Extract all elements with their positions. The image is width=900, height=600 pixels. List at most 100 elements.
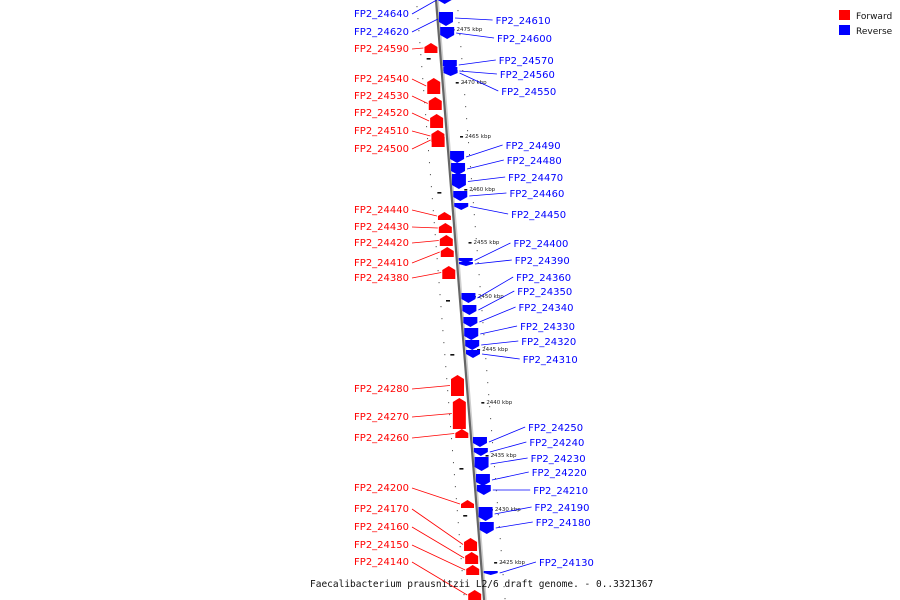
gene-forward-FP2_24430[interactable] <box>438 223 452 233</box>
gene-label-FP2_24560[interactable]: FP2_24560 <box>500 70 555 81</box>
gene-label-FP2_24170[interactable]: FP2_24170 <box>354 504 409 515</box>
gene-label-FP2_24440[interactable]: FP2_24440 <box>354 205 409 216</box>
gene-forward-FP2_24410[interactable] <box>440 247 454 257</box>
tick-dot <box>418 30 420 32</box>
gene-label-FP2_24400[interactable]: FP2_24400 <box>513 239 568 250</box>
gene-forward-FP2_24500[interactable] <box>431 133 445 147</box>
gene-label-FP2_24390[interactable]: FP2_24390 <box>515 256 570 267</box>
gene-reverse-FP2_24210[interactable] <box>476 485 491 495</box>
gene-label-FP2_24540[interactable]: FP2_24540 <box>354 74 409 85</box>
gene-label-FP2_24620[interactable]: FP2_24620 <box>354 27 409 38</box>
gene-reverse-FP2_24220[interactable] <box>475 474 490 486</box>
gene-label-FP2_24610[interactable]: FP2_24610 <box>496 16 551 27</box>
gene-forward-FP2_24590[interactable] <box>424 43 438 53</box>
gene-reverse-FP2_24340[interactable] <box>463 317 478 327</box>
tick-dot <box>432 210 434 212</box>
gene-label-FP2_24470[interactable]: FP2_24470 <box>508 173 563 184</box>
gene-reverse-FP2_24350[interactable] <box>462 305 477 315</box>
gene-label-FP2_24340[interactable]: FP2_24340 <box>519 303 574 314</box>
gene-label-FP2_24150[interactable]: FP2_24150 <box>354 540 409 551</box>
tick-dot <box>469 166 471 168</box>
gene-reverse-FP2_24600[interactable] <box>440 27 455 39</box>
gene-label-FP2_24490[interactable]: FP2_24490 <box>506 141 561 152</box>
gene-label-FP2_24240[interactable]: FP2_24240 <box>529 438 584 449</box>
gene-forward-FP2_24380[interactable] <box>442 266 456 279</box>
gene-reverse-FP2_24390[interactable] <box>458 262 473 266</box>
gene-forward-FP2_24280[interactable] <box>451 375 464 396</box>
gene-reverse-FP2_24240[interactable] <box>473 448 488 456</box>
gene-label-FP2_24600[interactable]: FP2_24600 <box>497 34 552 45</box>
gene-forward-FP2_24140[interactable] <box>468 590 482 600</box>
gene-label-FP2_24320[interactable]: FP2_24320 <box>521 337 576 348</box>
gene-reverse-FP2_24310[interactable] <box>466 350 480 358</box>
gene-reverse-FP2_24610[interactable] <box>439 13 454 23</box>
gene-label-FP2_24460[interactable]: FP2_24460 <box>509 189 564 200</box>
gene-label-FP2_24190[interactable]: FP2_24190 <box>535 503 590 514</box>
gene-label-FP2_24640[interactable]: FP2_24640 <box>354 9 409 20</box>
gene-label-FP2_24200[interactable]: FP2_24200 <box>354 483 409 494</box>
gene-label-FP2_24350[interactable]: FP2_24350 <box>517 287 572 298</box>
gene-reverse-FP2_24480[interactable] <box>451 163 466 175</box>
kbp-label: 2440 kbp <box>486 400 512 406</box>
gene-label-FP2_24310[interactable]: FP2_24310 <box>523 355 578 366</box>
gene-reverse-FP2_24550[interactable] <box>443 70 458 76</box>
gene-reverse-FP2_24190[interactable] <box>478 507 493 521</box>
tick-layer: 2475 kbp 2470 kbp 2465 kbp 2460 kbp 2455 kbp… <box>416 6 526 600</box>
tick-dot <box>470 178 472 180</box>
gene-forward-FP2_24420[interactable] <box>439 235 453 246</box>
gene-reverse-FP2_24460[interactable] <box>453 191 468 201</box>
gene-label-FP2_24380[interactable]: FP2_24380 <box>354 273 409 284</box>
tick-dot <box>450 426 452 428</box>
gene-forward-FP2_24150[interactable] <box>466 565 480 575</box>
gene-reverse-FP2_24360[interactable] <box>461 293 476 303</box>
gene-label-FP2_24130[interactable]: FP2_24130 <box>539 558 594 569</box>
gene-forward-FP2_24170[interactable] <box>464 538 478 551</box>
gene-reverse-FP2_24470[interactable] <box>451 174 466 189</box>
gene-label-FP2_24360[interactable]: FP2_24360 <box>516 273 571 284</box>
gene-label-FP2_24500[interactable]: FP2_24500 <box>354 144 409 155</box>
gene-reverse-FP2_24130[interactable] <box>483 571 498 575</box>
gene-reverse-FP2_24330[interactable] <box>464 328 479 340</box>
gene-reverse-FP2_24320[interactable] <box>465 340 480 350</box>
gene-forward-FP2_24260[interactable] <box>455 429 469 438</box>
gene-label-FP2_24230[interactable]: FP2_24230 <box>531 454 586 465</box>
gene-label-FP2_24450[interactable]: FP2_24450 <box>511 210 566 221</box>
gene-label-FP2_24250[interactable]: FP2_24250 <box>528 423 583 434</box>
gene-label-FP2_24550[interactable]: FP2_24550 <box>501 87 556 98</box>
gene-forward-FP2_24270[interactable] <box>452 398 466 429</box>
gene-label-FP2_24160[interactable]: FP2_24160 <box>354 522 409 533</box>
gene-label-FP2_24570[interactable]: FP2_24570 <box>499 56 554 67</box>
gene-label-FP2_24330[interactable]: FP2_24330 <box>520 322 575 333</box>
gene-label-FP2_24180[interactable]: FP2_24180 <box>536 518 591 529</box>
gene-forward-FP2_24200[interactable] <box>461 500 474 508</box>
gene-label-FP2_24530[interactable]: FP2_24530 <box>354 91 409 102</box>
gene-label-FP2_24140[interactable]: FP2_24140 <box>354 557 409 568</box>
gene-label-FP2_24420[interactable]: FP2_24420 <box>354 238 409 249</box>
gene-forward-FP2_24160[interactable] <box>465 552 479 564</box>
gene-label-FP2_24410[interactable]: FP2_24410 <box>354 258 409 269</box>
gene-reverse-FP2_24250[interactable] <box>472 437 487 447</box>
gene-label-FP2_24270[interactable]: FP2_24270 <box>354 412 409 423</box>
gene-forward-FP2_24540[interactable] <box>427 78 441 94</box>
gene-label-FP2_24280[interactable]: FP2_24280 <box>354 384 409 395</box>
gene-forward-FP2_24530[interactable] <box>428 97 442 110</box>
gene-reverse-FP2_24230[interactable] <box>474 457 489 471</box>
gene-reverse-FP2_24450[interactable] <box>454 203 469 210</box>
gene-reverse-FP2_24400[interactable] <box>458 258 473 263</box>
gene-reverse-FP2_24640[interactable] <box>437 0 452 4</box>
gene-label-FP2_24220[interactable]: FP2_24220 <box>532 468 587 479</box>
gene-connector <box>411 112 430 122</box>
gene-forward-FP2_24520[interactable] <box>430 114 444 128</box>
gene-label-FP2_24510[interactable]: FP2_24510 <box>354 126 409 137</box>
gene-label-FP2_24260[interactable]: FP2_24260 <box>354 433 409 444</box>
gene-forward-FP2_24440[interactable] <box>437 212 451 220</box>
gene-label-FP2_24480[interactable]: FP2_24480 <box>507 156 562 167</box>
gene-label-FP2_24590[interactable]: FP2_24590 <box>354 44 409 55</box>
gene-label-FP2_24520[interactable]: FP2_24520 <box>354 108 409 119</box>
gene-label-FP2_24210[interactable]: FP2_24210 <box>533 486 588 497</box>
tick-dot <box>488 394 490 396</box>
gene-reverse-FP2_24490[interactable] <box>450 151 465 163</box>
tick-dot <box>424 102 426 104</box>
gene-label-FP2_24430[interactable]: FP2_24430 <box>354 222 409 233</box>
gene-reverse-FP2_24180[interactable] <box>479 522 494 534</box>
